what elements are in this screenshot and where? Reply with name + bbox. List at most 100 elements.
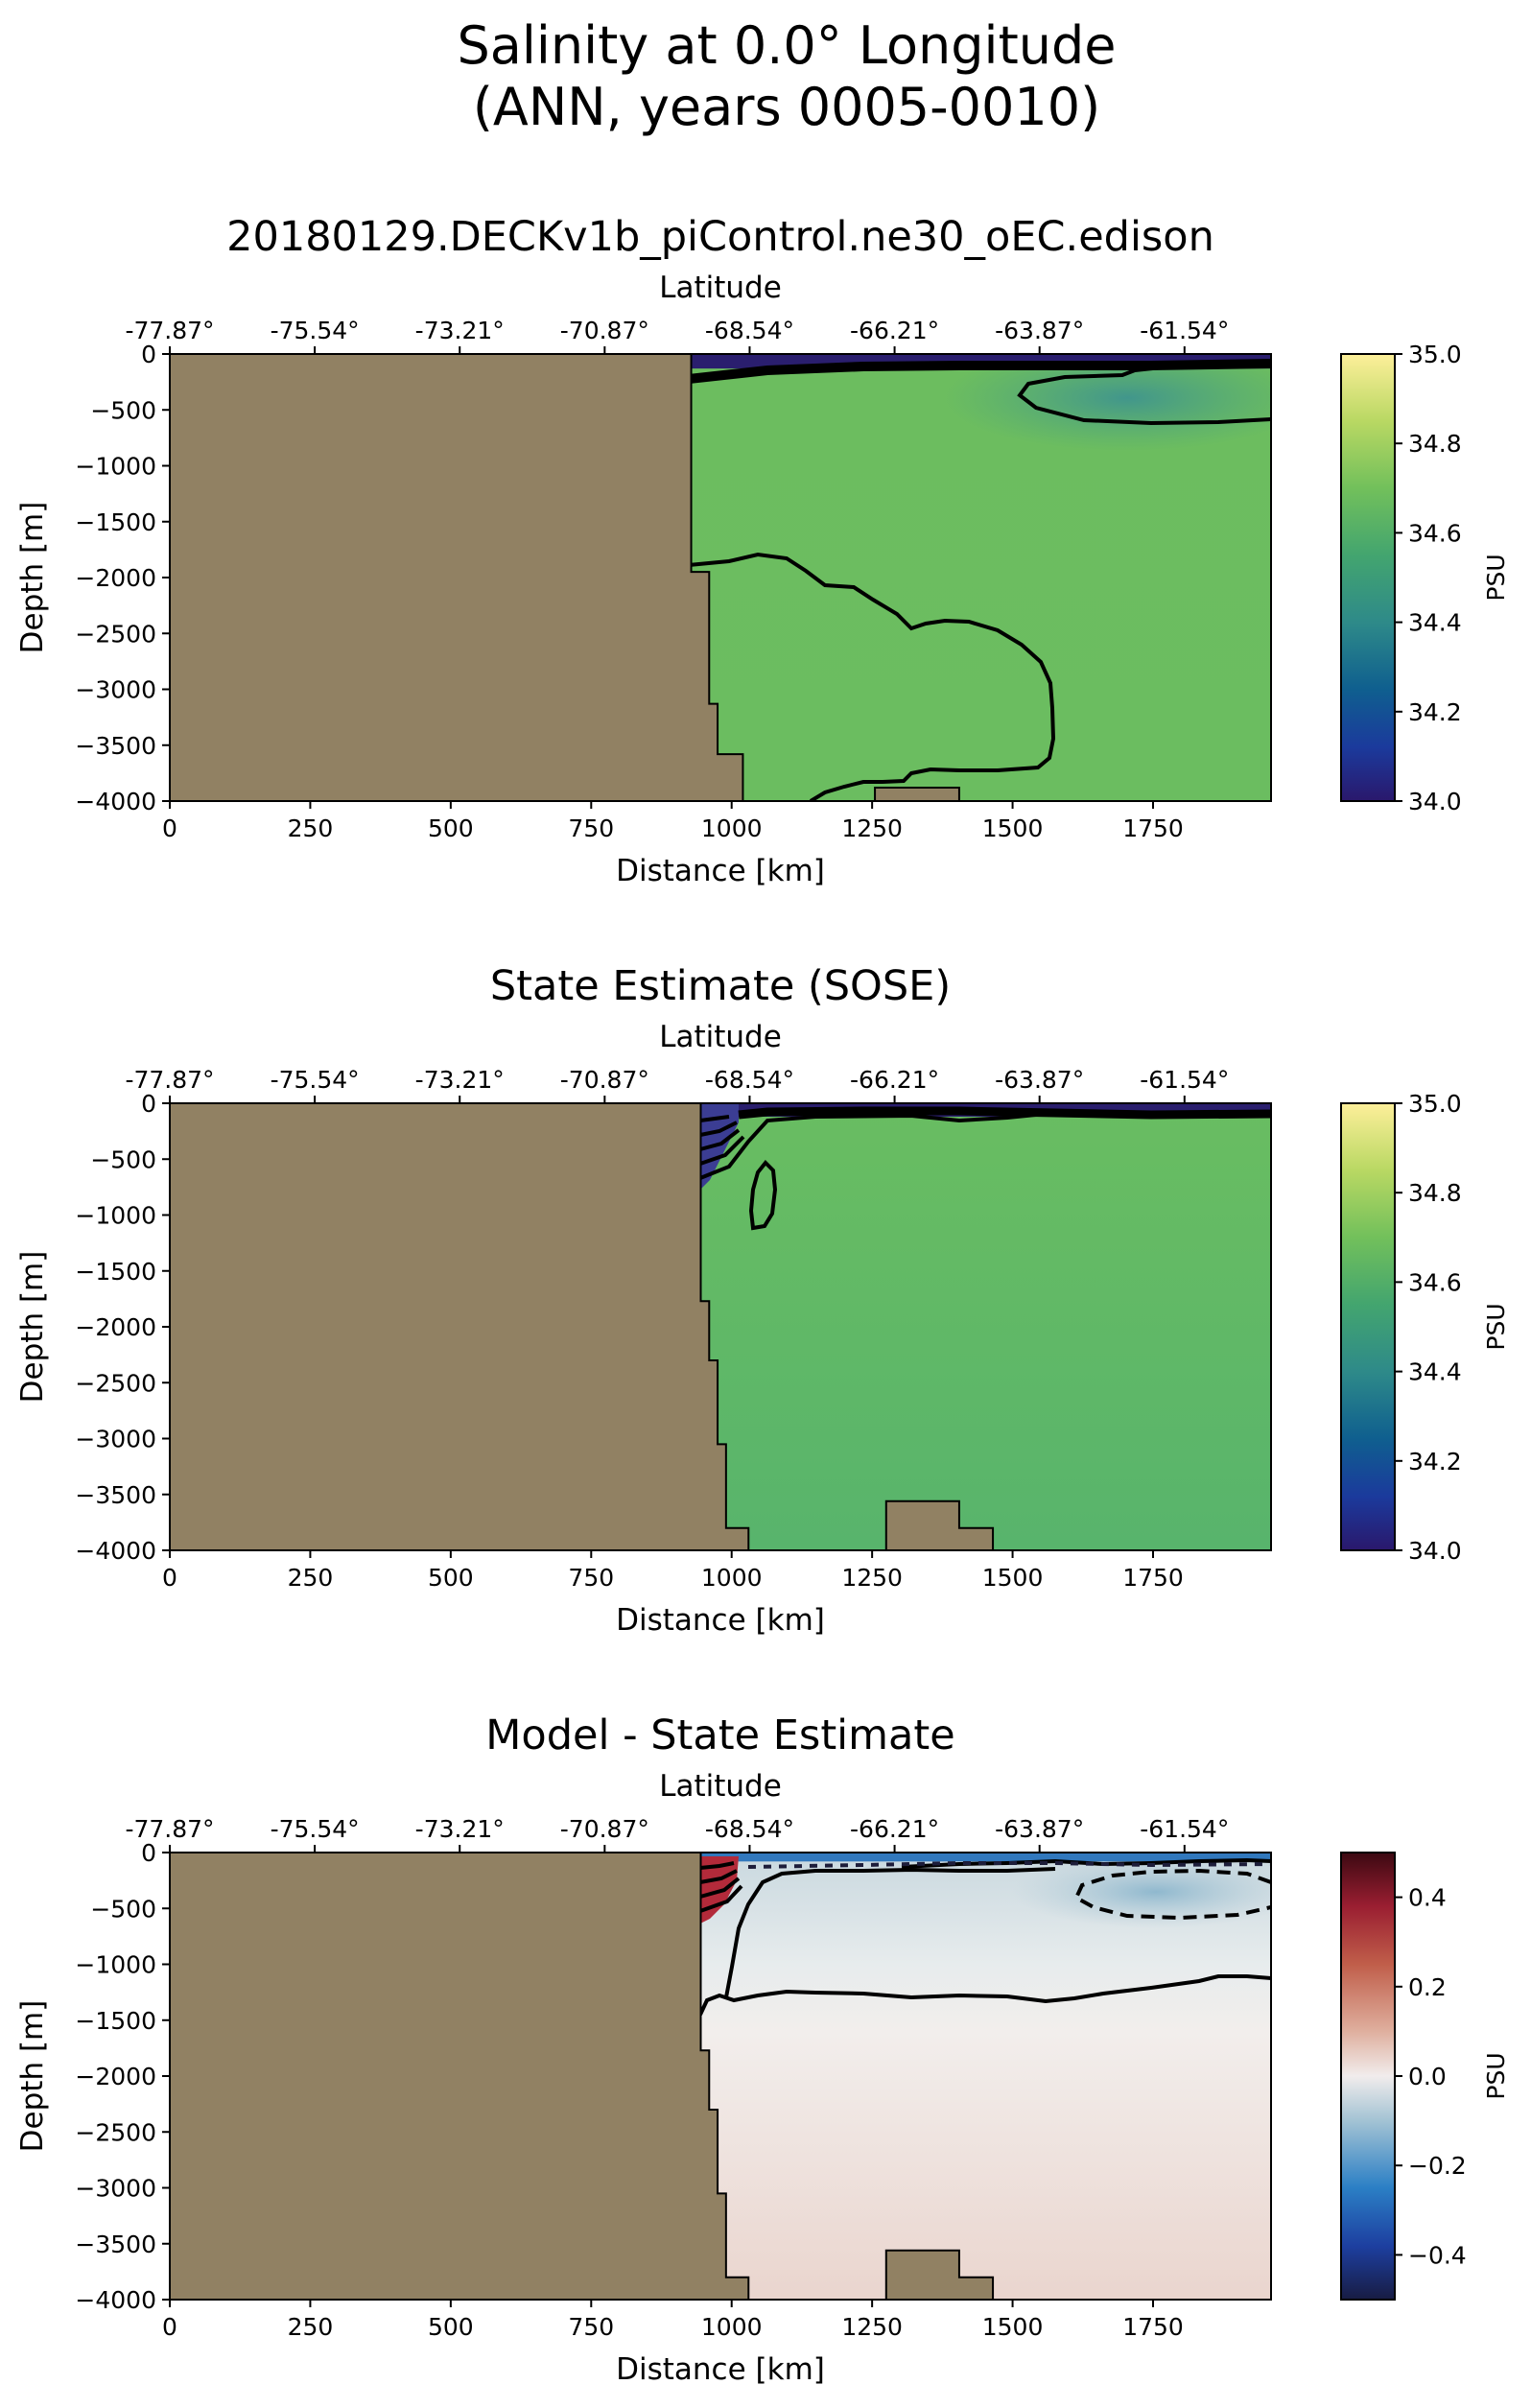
land-mask <box>170 1103 750 1550</box>
x-tick-label: 0 <box>162 2313 177 2341</box>
top-axis: -77.87° -75.54° -73.21° -70.87° -68.54° -66.2… <box>125 317 1229 354</box>
land-mask <box>170 354 744 801</box>
isohaline-contour <box>1017 362 1271 426</box>
top-tick-label: -61.54° <box>1140 317 1229 344</box>
y-tick-label: −4000 <box>75 788 156 815</box>
diff-contour <box>699 1877 741 1899</box>
low-salinity-core <box>945 354 1271 451</box>
x-tick-label: 750 <box>568 814 614 842</box>
y-axis: 0 −500 −1000 −1500 −2000 −2500 −3000 −3500 −4000 <box>75 1839 170 2314</box>
x-tick-label: 0 <box>162 814 177 842</box>
isohaline-contour <box>699 1115 730 1122</box>
top-tick-label: -68.54° <box>705 1066 794 1094</box>
y-tick-label: −500 <box>90 1895 156 1923</box>
colorbar-tick-label: 34.4 <box>1408 609 1462 637</box>
x-tick-label: 1000 <box>701 814 763 842</box>
colorbar-tick-label: 34.0 <box>1408 788 1462 815</box>
colorbar-tick-label: 34.0 <box>1408 1537 1462 1565</box>
x-tick-label: 1000 <box>701 2313 763 2341</box>
x-tick-label: 1750 <box>1122 814 1184 842</box>
top-axis-label: Latitude <box>659 1769 782 1804</box>
top-tick-label: -77.87° <box>125 317 214 344</box>
top-axis: -77.87° -75.54° -73.21° -70.87° -68.54° -66.2… <box>125 1066 1229 1103</box>
isohaline-contour <box>699 1111 1056 1180</box>
colorbar-gradient <box>1340 1852 1396 2301</box>
diff-contour <box>724 1867 1056 1998</box>
top-tick-label: -73.21° <box>415 317 505 344</box>
x-tick-label: 1500 <box>982 814 1044 842</box>
panel-title: State Estimate (SOSE) <box>490 962 951 1010</box>
colorbar-tick-label: 34.2 <box>1408 1448 1462 1475</box>
x-tick-label: 500 <box>428 1564 474 1592</box>
y-tick-label: −3000 <box>75 676 156 704</box>
x-axis: 0 250 500 750 1000 1250 1500 1750 <box>162 801 1184 842</box>
x-tick-label: 1750 <box>1122 1564 1184 1592</box>
diff-contour-dotted <box>747 1861 1271 1869</box>
x-axis-label: Distance [km] <box>616 854 825 888</box>
colorbar-tick-label: 35.0 <box>1408 341 1462 368</box>
y-tick-label: 0 <box>141 1839 156 1867</box>
colorbar-label: PSU <box>1482 554 1510 601</box>
y-tick-label: −500 <box>90 396 156 424</box>
x-tick-label: 750 <box>568 2313 614 2341</box>
colorbar-gradient <box>1340 353 1396 802</box>
y-tick-label: −3500 <box>75 1481 156 1509</box>
top-tick-label: -70.87° <box>560 1815 649 1843</box>
top-tick-label: -75.54° <box>271 317 360 344</box>
diff-contour <box>699 1884 743 1913</box>
land-mask <box>170 1853 750 2300</box>
y-tick-label: −1500 <box>75 508 156 536</box>
y-axis-label: Depth [m] <box>15 2000 50 2153</box>
y-tick-label: 0 <box>141 1090 156 1118</box>
colorbar: −0.4 −0.2 0.0 0.2 0.4 PSU <box>1340 1852 1510 2301</box>
panel-title: 20180129.DECKv1b_piControl.ne30_oEC.edis… <box>226 213 1214 261</box>
y-tick-label: −2000 <box>75 2063 156 2090</box>
x-tick-label: 250 <box>288 1564 334 1592</box>
panel-difference: Model - State Estimate Latitude 0 250 500 7… <box>15 1712 1510 2387</box>
x-tick-label: 250 <box>288 814 334 842</box>
x-tick-label: 500 <box>428 814 474 842</box>
x-tick-label: 1500 <box>982 1564 1044 1592</box>
colorbar: 34.0 34.2 34.4 34.6 34.8 35.0 PSU <box>1340 1090 1510 1565</box>
x-tick-label: 1250 <box>841 2313 903 2341</box>
y-tick-label: −500 <box>90 1145 156 1173</box>
y-tick-label: −3000 <box>75 1426 156 1453</box>
colorbar-tick-label: 34.6 <box>1408 1268 1462 1296</box>
x-tick-label: 1250 <box>841 814 903 842</box>
top-axis: -77.87° -75.54° -73.21° -70.87° -68.54° -66.2… <box>125 1815 1229 1853</box>
y-tick-label: −4000 <box>75 1537 156 1565</box>
top-tick-label: -63.87° <box>995 317 1084 344</box>
colorbar-tick-label: 34.8 <box>1408 1179 1462 1207</box>
x-axis: 0 250 500 750 1000 1250 1500 1750 <box>162 2300 1184 2341</box>
x-tick-label: 1750 <box>1122 2313 1184 2341</box>
colorbar-label: PSU <box>1482 1303 1510 1350</box>
x-tick-label: 1500 <box>982 2313 1044 2341</box>
colorbar: 34.0 34.2 34.4 34.6 34.8 35.0 PSU <box>1340 341 1510 815</box>
top-tick-label: -61.54° <box>1140 1815 1229 1843</box>
negative-anomaly-core <box>1012 1855 1271 1928</box>
colorbar-tick-label: 34.6 <box>1408 519 1462 547</box>
y-tick-label: −2000 <box>75 1313 156 1341</box>
isohaline-contour <box>738 1106 1271 1120</box>
x-tick-label: 250 <box>288 2313 334 2341</box>
seamount <box>874 787 960 801</box>
x-axis-label: Distance [km] <box>616 2352 825 2387</box>
colorbar-label: PSU <box>1482 2052 1510 2099</box>
y-tick-label: −1500 <box>75 1258 156 1286</box>
diff-contour <box>698 1974 1271 2016</box>
top-tick-label: -73.21° <box>415 1815 505 1843</box>
x-tick-label: 750 <box>568 1564 614 1592</box>
top-tick-label: -70.87° <box>560 317 649 344</box>
colorbar-tick-label: 0.4 <box>1408 1884 1447 1912</box>
x-tick-label: 1250 <box>841 1564 903 1592</box>
figure-title-line-2: (ANN, years 0005-0010) <box>473 77 1100 137</box>
diff-contour <box>699 1861 735 1870</box>
y-tick-label: −1500 <box>75 2007 156 2035</box>
y-tick-label: −3000 <box>75 2175 156 2203</box>
x-tick-label: 1000 <box>701 1564 763 1592</box>
x-axis-label: Distance [km] <box>616 1603 825 1638</box>
isohaline-contour <box>688 552 1056 801</box>
y-tick-label: −3500 <box>75 2231 156 2258</box>
colorbar-tick-label: −0.4 <box>1408 2241 1467 2269</box>
top-axis-label: Latitude <box>659 271 782 305</box>
